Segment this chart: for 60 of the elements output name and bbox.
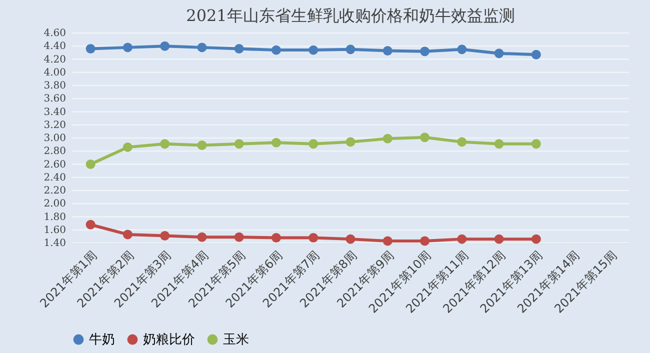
legend-label: 奶粮比价 xyxy=(143,332,195,348)
point xyxy=(457,234,467,244)
point xyxy=(234,139,244,149)
legend-label: 牛奶 xyxy=(89,332,115,348)
point xyxy=(234,232,244,242)
point xyxy=(122,42,132,52)
y-tick-label: 1.60 xyxy=(44,224,66,236)
point xyxy=(197,140,207,150)
y-tick-label: 3.40 xyxy=(44,106,66,118)
point xyxy=(346,137,356,147)
point xyxy=(494,234,504,244)
point xyxy=(382,134,392,144)
y-tick-label: 4.60 xyxy=(44,28,66,39)
y-tick-label: 1.40 xyxy=(44,238,66,249)
point xyxy=(86,44,96,54)
y-tick-label: 2.20 xyxy=(44,186,66,196)
point xyxy=(197,232,207,242)
y-tick-label: 2.80 xyxy=(44,146,66,158)
point xyxy=(160,139,170,149)
point xyxy=(308,233,318,242)
point xyxy=(86,220,96,230)
point xyxy=(346,234,356,244)
y-tick-label: 3.60 xyxy=(44,94,66,105)
legend-label: 玉米 xyxy=(223,332,249,348)
point xyxy=(308,139,318,149)
y-tick-label: 2.40 xyxy=(44,172,66,184)
y-tick-label: 4.00 xyxy=(44,67,66,78)
y-tick-label: 3.80 xyxy=(44,80,66,92)
point xyxy=(346,44,356,54)
point xyxy=(271,233,281,242)
point xyxy=(420,236,430,246)
y-tick-label: 3.20 xyxy=(44,120,66,131)
point xyxy=(420,46,430,56)
point xyxy=(420,132,430,142)
y-tick-label: 2.00 xyxy=(44,198,66,210)
point xyxy=(271,45,281,55)
chart-title: 2021年山东省生鲜乳收购价格和奶牛效益监测 xyxy=(186,6,515,25)
point xyxy=(457,44,467,54)
y-tick-label: 4.20 xyxy=(44,54,66,66)
point xyxy=(531,234,541,244)
y-tick-label: 4.40 xyxy=(44,41,66,52)
point xyxy=(382,46,392,56)
point xyxy=(271,138,281,148)
point xyxy=(122,142,132,152)
point xyxy=(234,44,244,54)
point xyxy=(160,41,170,51)
y-tick-label: 3.00 xyxy=(44,133,66,144)
point xyxy=(457,137,467,147)
point xyxy=(122,230,132,240)
point xyxy=(531,50,541,60)
point xyxy=(308,45,318,55)
point xyxy=(160,231,170,241)
point xyxy=(494,139,504,149)
y-tick-label: 2.60 xyxy=(44,159,66,170)
point xyxy=(197,42,207,52)
point xyxy=(382,236,392,246)
y-tick-label: 1.80 xyxy=(44,212,66,223)
point xyxy=(531,139,541,149)
point xyxy=(86,160,96,169)
point xyxy=(494,48,504,58)
